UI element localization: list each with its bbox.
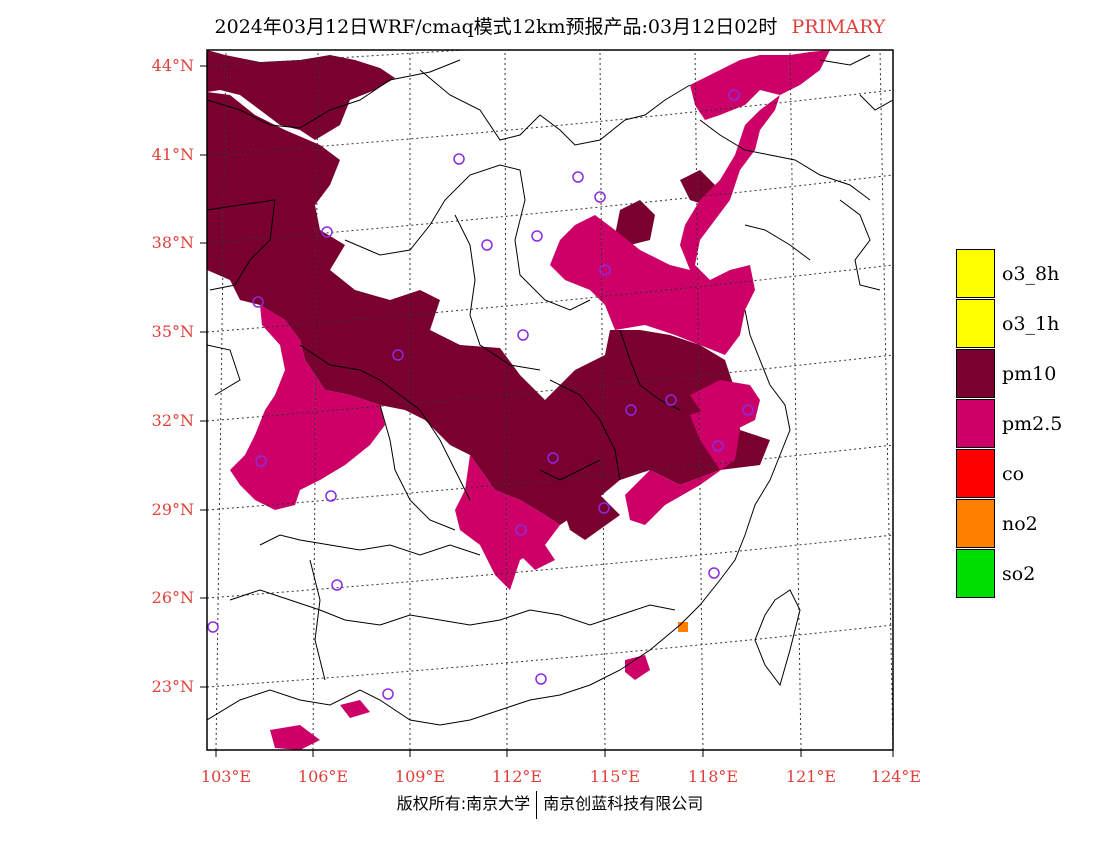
lat-label-35: 35°N (151, 322, 194, 341)
circle-ring-icon (547, 452, 559, 464)
lon-label-115: 115°E (589, 767, 641, 786)
lat-label-32: 32°N (151, 411, 194, 430)
circle-ring-icon (331, 579, 343, 591)
legend-swatch (956, 349, 995, 398)
circle-ring-icon (515, 524, 527, 536)
circle-ring-icon (207, 621, 219, 633)
lon-label-103: 103°E (200, 767, 252, 786)
legend-swatch (956, 299, 995, 348)
lat-label-26: 26°N (151, 588, 194, 607)
footer-left: 版权所有:南京大学 (396, 794, 531, 813)
map-frame (206, 49, 894, 751)
circle-ring-icon (728, 89, 740, 101)
lat-label-38: 38°N (151, 233, 194, 252)
circle-ring-icon (382, 688, 394, 700)
legend-label: o3_8h (1002, 263, 1060, 285)
circle-ring-icon (392, 349, 404, 361)
circle-ring-icon (517, 329, 529, 341)
legend-label: so2 (1002, 563, 1036, 585)
lon-label-124: 124°E (870, 767, 922, 786)
legend-swatch (956, 399, 995, 448)
legend-label: o3_1h (1002, 313, 1060, 335)
circle-ring-icon (625, 404, 637, 416)
primary-tag: PRIMARY (791, 16, 886, 38)
copyright-footer: 版权所有:南京大学 南京创蓝科技有限公司 (0, 790, 1100, 819)
lat-label-29: 29°N (151, 500, 194, 519)
circle-ring-icon (453, 153, 465, 165)
circle-ring-icon (712, 440, 724, 452)
station-markers (207, 89, 754, 700)
circle-ring-icon (481, 239, 493, 251)
tick-marks (200, 65, 894, 757)
circle-ring-icon (598, 502, 610, 514)
circle-ring-icon (594, 191, 606, 203)
lon-label-118: 118°E (687, 767, 739, 786)
lon-label-106: 106°E (297, 767, 349, 786)
footer-right: 南京创蓝科技有限公司 (543, 794, 704, 813)
circle-ring-icon (572, 171, 584, 183)
footer-separator (536, 790, 538, 819)
lat-label-44: 44°N (151, 56, 194, 75)
map-content (207, 50, 893, 750)
title-text: 2024年03月12日WRF/cmaq模式12km预报产品:03月12日02时 (214, 16, 778, 38)
circle-ring-icon (599, 264, 611, 276)
legend-swatch (956, 499, 995, 548)
pm25-regions (230, 50, 830, 750)
no2-spot (678, 622, 688, 632)
legend-label: co (1002, 463, 1025, 485)
lat-label-23: 23°N (151, 677, 194, 696)
circle-ring-icon (665, 394, 677, 406)
circle-ring-icon (535, 673, 547, 685)
chart-title: 2024年03月12日WRF/cmaq模式12km预报产品:03月12日02时 P… (0, 12, 1100, 39)
legend-label: pm2.5 (1002, 413, 1063, 435)
boundaries (207, 54, 893, 726)
lon-label-109: 109°E (394, 767, 446, 786)
legend-swatch (956, 249, 995, 298)
lon-label-112: 112°E (491, 767, 543, 786)
legend-label: pm10 (1002, 363, 1057, 385)
circle-ring-icon (252, 296, 264, 308)
legend-label: no2 (1002, 513, 1038, 535)
circle-ring-icon (255, 455, 267, 467)
circle-ring-icon (531, 230, 543, 242)
circle-ring-icon (742, 404, 754, 416)
graticule (207, 50, 893, 750)
legend-swatch (956, 549, 995, 598)
lat-label-41: 41°N (151, 145, 194, 164)
circle-ring-icon (321, 226, 333, 238)
circle-ring-icon (325, 490, 337, 502)
circle-ring-icon (708, 567, 720, 579)
lon-label-121: 121°E (785, 767, 837, 786)
legend-swatch (956, 449, 995, 498)
pm10-regions (207, 50, 770, 540)
